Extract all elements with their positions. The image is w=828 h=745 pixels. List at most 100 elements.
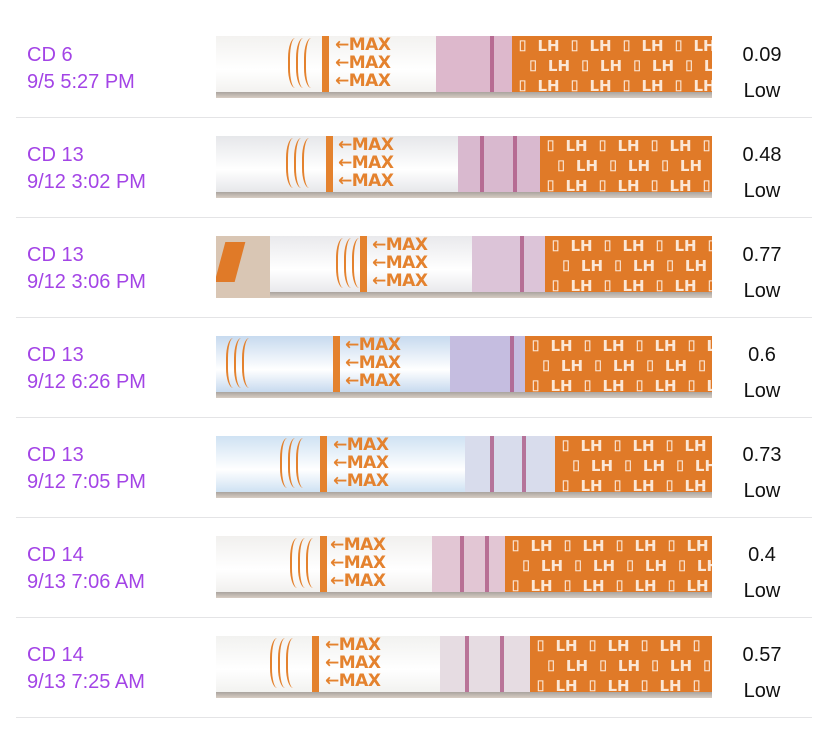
strip-handle xyxy=(216,136,458,192)
cycle-day: CD 13 xyxy=(27,344,84,366)
test-strip-photo[interactable]: ←MAX←MAX←MAX ⌷ LH ⌷ LH ⌷ LH ⌷ LH ⌷ LH ⌷ … xyxy=(216,536,712,598)
wave-mark xyxy=(352,238,370,288)
test-datetime: 9/13 7:06 AM xyxy=(27,571,145,593)
strip-shadow xyxy=(216,590,712,598)
test-datetime: 9/12 7:05 PM xyxy=(27,471,146,493)
lh-wrapper: ⌷ LH ⌷ LH ⌷ LH ⌷ LH ⌷ LH ⌷ LH ⌷ LH ⌷ LH … xyxy=(525,336,712,392)
test-line xyxy=(460,536,464,592)
divider xyxy=(16,617,812,618)
wave-mark xyxy=(234,338,252,388)
wave-mark xyxy=(286,638,304,688)
result-window xyxy=(436,36,512,92)
test-strip-photo[interactable]: ←MAX←MAX←MAX ⌷ LH ⌷ LH ⌷ LH ⌷ LH ⌷ LH ⌷ … xyxy=(216,36,712,98)
entry-label: CD 13 9/12 7:05 PM xyxy=(27,442,146,496)
divider xyxy=(16,317,812,318)
wave-mark xyxy=(280,438,298,488)
test-strip-photo[interactable]: ←MAX←MAX←MAX ⌷ LH ⌷ LH ⌷ LH ⌷ LH ⌷ LH ⌷ … xyxy=(216,236,712,298)
max-label: ←MAX ←MAX ←MAX xyxy=(325,636,381,691)
divider xyxy=(16,217,812,218)
wave-mark xyxy=(294,138,312,188)
lh-value: 0.73 xyxy=(742,444,782,466)
test-strip-photo[interactable]: ←MAX←MAX←MAX ⌷ LH ⌷ LH ⌷ LH ⌷ LH ⌷ LH ⌷ … xyxy=(216,336,712,398)
lh-result: 0.09 Low xyxy=(718,37,806,109)
wave-mark xyxy=(226,338,244,388)
test-strip-photo[interactable]: ←MAX←MAX←MAX ⌷ LH ⌷ LH ⌷ LH ⌷ LH ⌷ LH ⌷ … xyxy=(216,136,712,198)
entry-label: CD 13 9/12 6:26 PM xyxy=(27,342,146,396)
lh-value: 0.4 xyxy=(748,544,776,566)
test-line xyxy=(510,336,514,392)
lh-level: Low xyxy=(743,680,781,702)
max-label: ←MAX ←MAX ←MAX xyxy=(333,436,389,491)
entry-label: CD 14 9/13 7:06 AM xyxy=(27,542,145,596)
max-line-bar xyxy=(360,236,367,292)
lh-level: Low xyxy=(743,580,781,602)
wave-mark xyxy=(288,438,306,488)
strip-handle xyxy=(216,436,465,492)
lh-wrapper: ⌷ LH ⌷ LH ⌷ LH ⌷ LH ⌷ LH ⌷ LH ⌷ LH ⌷ LH … xyxy=(540,136,712,192)
strip-shadow xyxy=(216,90,712,98)
test-strip-photo[interactable]: ←MAX←MAX←MAX ⌷ LH ⌷ LH ⌷ LH ⌷ LH ⌷ LH ⌷ … xyxy=(216,636,712,698)
test-line xyxy=(490,436,494,492)
test-line xyxy=(522,436,526,492)
test-datetime: 9/12 3:02 PM xyxy=(27,171,146,193)
list-item[interactable]: CD 13 9/12 6:26 PM ←MAX ←MAX ←MAX ⌷ LH ⌷ L… xyxy=(0,318,828,418)
max-label: ←MAX ←MAX ←MAX xyxy=(335,36,391,91)
divider xyxy=(16,417,812,418)
cycle-day: CD 13 xyxy=(27,444,84,466)
lh-level: Low xyxy=(743,180,781,202)
cycle-day: CD 14 xyxy=(27,644,84,666)
cycle-day: CD 13 xyxy=(27,244,84,266)
max-label: ←MAX ←MAX ←MAX xyxy=(338,136,394,191)
test-strip-photo[interactable]: ←MAX←MAX←MAX ⌷ LH ⌷ LH ⌷ LH ⌷ LH ⌷ LH ⌷ … xyxy=(216,436,712,498)
lh-value: 0.09 xyxy=(742,44,782,66)
list-item[interactable]: CD 14 9/13 7:25 AM ←MAX ←MAX ←MAX ⌷ LH ⌷ L… xyxy=(0,618,828,718)
lh-result: 0.77 Low xyxy=(718,237,806,309)
lh-value: 0.77 xyxy=(742,244,782,266)
lh-result: 0.57 Low xyxy=(718,637,806,709)
wave-mark xyxy=(270,638,288,688)
result-window xyxy=(440,636,530,692)
strip-shadow xyxy=(216,190,712,198)
divider xyxy=(16,517,812,518)
lh-value: 0.6 xyxy=(748,344,776,366)
max-line-bar xyxy=(333,336,340,392)
result-window xyxy=(432,536,505,592)
list-item[interactable]: CD 13 9/12 7:05 PM ←MAX ←MAX ←MAX ⌷ LH ⌷ L… xyxy=(0,418,828,518)
wave-mark xyxy=(290,538,308,588)
strip-handle xyxy=(216,636,440,692)
list-item[interactable]: CD 6 9/5 5:27 PM ←MAX ←MAX ←MAX ⌷ LH ⌷ LH … xyxy=(0,18,828,118)
result-window xyxy=(472,236,545,292)
entry-label: CD 13 9/12 3:02 PM xyxy=(27,142,146,196)
lh-level: Low xyxy=(743,380,781,402)
test-datetime: 9/12 3:06 PM xyxy=(27,271,146,293)
wave-mark xyxy=(288,38,306,88)
test-line xyxy=(480,136,484,192)
test-line xyxy=(500,636,504,692)
max-label: ←MAX ←MAX ←MAX xyxy=(330,536,386,591)
entry-label: CD 13 9/12 3:06 PM xyxy=(27,242,146,296)
max-line-bar xyxy=(320,436,327,492)
wave-mark xyxy=(344,238,362,288)
test-datetime: 9/12 6:26 PM xyxy=(27,371,146,393)
lh-result: 0.73 Low xyxy=(718,437,806,509)
wave-mark xyxy=(296,438,314,488)
lh-result: 0.48 Low xyxy=(718,137,806,209)
strip-shadow xyxy=(216,390,712,398)
wave-mark xyxy=(286,138,304,188)
wave-mark xyxy=(304,38,322,88)
lh-result: 0.4 Low xyxy=(718,537,806,609)
wave-mark xyxy=(298,538,316,588)
list-item[interactable]: CD 14 9/13 7:06 AM ←MAX ←MAX ←MAX ⌷ LH ⌷ L… xyxy=(0,518,828,618)
max-line-bar xyxy=(312,636,319,692)
lh-level: Low xyxy=(743,280,781,302)
lh-wrapper: ⌷ LH ⌷ LH ⌷ LH ⌷ LH ⌷ LH ⌷ LH ⌷ LH ⌷ LH … xyxy=(545,236,712,292)
wave-mark xyxy=(306,538,324,588)
list-item[interactable]: CD 13 9/12 3:02 PM ←MAX ←MAX ←MAX ⌷ LH ⌷ L… xyxy=(0,118,828,218)
result-window xyxy=(465,436,555,492)
test-line xyxy=(465,636,469,692)
list-item[interactable]: CD 13 9/12 3:06 PM ←MAX ←MAX ←MAX ⌷ LH ⌷ L… xyxy=(0,218,828,318)
lh-wrapper: ⌷ LH ⌷ LH ⌷ LH ⌷ LH ⌷ LH ⌷ LH ⌷ LH ⌷ LH … xyxy=(512,36,712,92)
lh-wrapper: ⌷ LH ⌷ LH ⌷ LH ⌷ LH ⌷ LH ⌷ LH ⌷ LH ⌷ LH … xyxy=(505,536,712,592)
wave-mark xyxy=(278,638,296,688)
wave-mark xyxy=(296,38,314,88)
